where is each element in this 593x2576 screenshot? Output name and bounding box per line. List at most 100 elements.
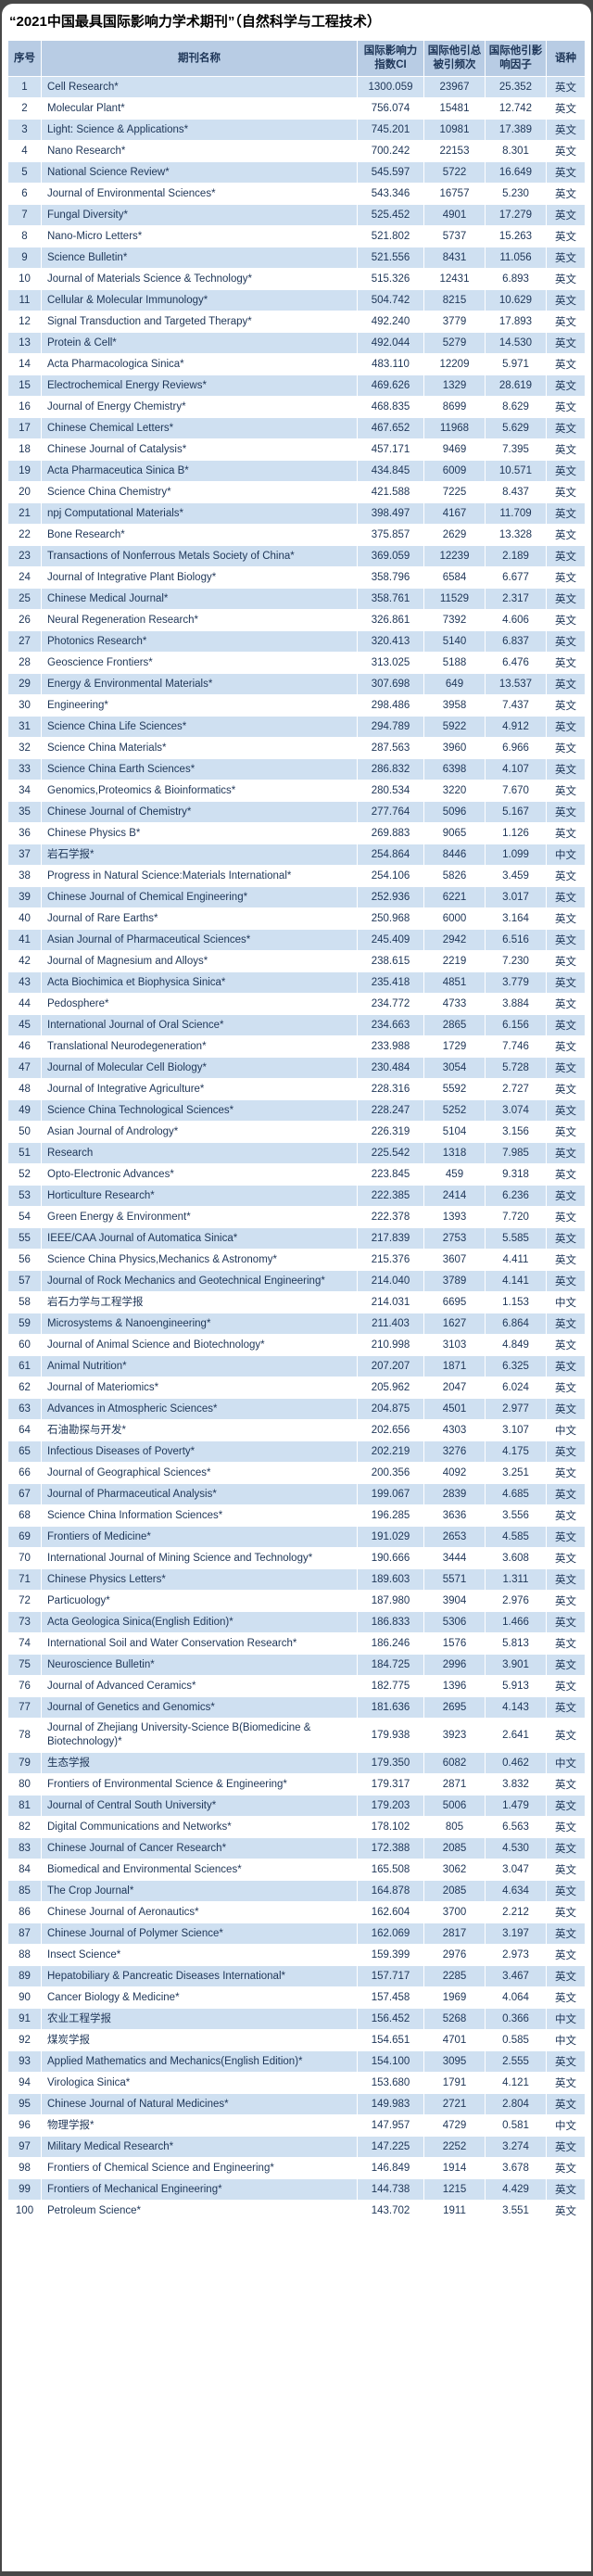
- table-row: 95 Chinese Journal of Natural Medicines* 1…: [7, 2093, 586, 2115]
- journal-cites-value: 3444: [423, 1547, 486, 1570]
- table-row: 36 Chinese Physics B* 269.883 9065 1.126 英文: [7, 822, 586, 845]
- journal-cites-value: 459: [423, 1163, 486, 1186]
- journal-language: 英文: [546, 630, 586, 654]
- journal-ci-value: 189.603: [357, 1568, 424, 1592]
- journal-language: 英文: [546, 1986, 586, 2009]
- journal-impact-value: 0.366: [485, 2008, 547, 2030]
- table-row: 19 Acta Pharmaceutica Sinica B* 434.845 600…: [7, 460, 586, 483]
- journal-language: 英文: [546, 289, 586, 312]
- journal-ci-value: 215.376: [357, 1249, 424, 1272]
- journal-language: 英文: [546, 2136, 586, 2158]
- row-index: 4: [7, 140, 42, 163]
- journal-impact-value: 17.389: [485, 119, 547, 142]
- journal-cites-value: 5006: [423, 1795, 486, 1817]
- journal-ci-value: 525.452: [357, 204, 424, 227]
- journal-ci-value: 269.883: [357, 822, 424, 845]
- journal-cites-value: 1393: [423, 1206, 486, 1229]
- journal-impact-value: 2.189: [485, 545, 547, 568]
- journal-ci-value: 178.102: [357, 1816, 424, 1838]
- row-index: 9: [7, 247, 42, 270]
- journal-language: 英文: [546, 1837, 586, 1859]
- journal-name: 农业工程学报: [41, 2008, 358, 2030]
- row-index: 33: [7, 758, 42, 781]
- journal-name: Light: Science & Applications*: [41, 119, 358, 142]
- journal-impact-value: 7.437: [485, 694, 547, 717]
- journal-language: 英文: [546, 993, 586, 1016]
- journal-impact-value: 25.352: [485, 76, 547, 99]
- journal-cites-value: 2996: [423, 1654, 486, 1677]
- journal-ci-value: 398.497: [357, 502, 424, 526]
- journal-ci-value: 504.742: [357, 289, 424, 312]
- journal-ci-value: 162.069: [357, 1922, 424, 1945]
- table-row: 84 Biomedical and Environmental Sciences*…: [7, 1859, 586, 1881]
- journal-cites-value: 5279: [423, 332, 486, 355]
- journal-ci-value: 179.350: [357, 1752, 424, 1774]
- row-index: 30: [7, 694, 42, 717]
- journal-name: Bone Research*: [41, 524, 358, 547]
- journal-impact-value: 3.251: [485, 1462, 547, 1485]
- journal-cites-value: 3958: [423, 694, 486, 717]
- journal-ci-value: 146.849: [357, 2157, 424, 2179]
- journal-ci-value: 217.839: [357, 1227, 424, 1250]
- journal-impact-value: 13.328: [485, 524, 547, 547]
- journal-ci-value: 235.418: [357, 971, 424, 995]
- journal-name: Acta Pharmaceutica Sinica B*: [41, 460, 358, 483]
- journal-cites-value: 2414: [423, 1185, 486, 1208]
- table-row: 55 IEEE/CAA Journal of Automatica Sinica*…: [7, 1227, 586, 1250]
- table-row: 40 Journal of Rare Earths* 250.968 6000 3.16…: [7, 907, 586, 931]
- row-index: 28: [7, 652, 42, 675]
- row-index: 90: [7, 1986, 42, 2009]
- journal-ci-value: 543.346: [357, 183, 424, 206]
- journal-name: Microsystems & Nanoengineering*: [41, 1313, 358, 1336]
- journal-language: 英文: [546, 1121, 586, 1144]
- journal-cites-value: 5188: [423, 652, 486, 675]
- journal-name: National Science Review*: [41, 161, 358, 184]
- journal-impact-value: 11.056: [485, 247, 547, 270]
- journal-name: Science Bulletin*: [41, 247, 358, 270]
- journal-language: 英文: [546, 1483, 586, 1506]
- table-row: 28 Geoscience Frontiers* 313.025 5188 6.476 英…: [7, 652, 586, 675]
- table-row: 82 Digital Communications and Networks* 17…: [7, 1816, 586, 1838]
- journal-impact-value: 4.143: [485, 1696, 547, 1719]
- journal-cites-value: 5826: [423, 865, 486, 888]
- journal-ci-value: 147.225: [357, 2136, 424, 2158]
- journal-name: Research: [41, 1142, 358, 1165]
- journal-language: 英文: [546, 588, 586, 611]
- row-index: 68: [7, 1504, 42, 1528]
- row-index: 81: [7, 1795, 42, 1817]
- row-index: 94: [7, 2072, 42, 2094]
- table-row: 42 Journal of Magnesium and Alloys* 238.61…: [7, 950, 586, 973]
- journal-name: Transactions of Nonferrous Metals Societ…: [41, 545, 358, 568]
- journal-ci-value: 457.171: [357, 438, 424, 462]
- journal-impact-value: 6.864: [485, 1313, 547, 1336]
- journal-name: International Soil and Water Conservatio…: [41, 1632, 358, 1656]
- journal-name: The Crop Journal*: [41, 1880, 358, 1902]
- journal-impact-value: 7.230: [485, 950, 547, 973]
- journal-name: Frontiers of Medicine*: [41, 1526, 358, 1549]
- journal-impact-value: 6.516: [485, 929, 547, 952]
- table-row: 86 Chinese Journal of Aeronautics* 162.604…: [7, 1901, 586, 1923]
- journal-language: 英文: [546, 652, 586, 675]
- row-index: 15: [7, 374, 42, 398]
- journal-ci-value: 492.240: [357, 311, 424, 334]
- table-row: 85 The Crop Journal* 164.878 2085 4.634 英文: [7, 1880, 586, 1902]
- journal-name: 物理学报*: [41, 2114, 358, 2137]
- table-body: 1 Cell Research* 1300.059 23967 25.352 英文 2 Mol…: [7, 76, 586, 2222]
- journal-ci-value: 245.409: [357, 929, 424, 952]
- row-index: 27: [7, 630, 42, 654]
- journal-ci-value: 222.385: [357, 1185, 424, 1208]
- journal-language: 英文: [546, 758, 586, 781]
- journal-name: Animal Nutrition*: [41, 1355, 358, 1378]
- journal-cites-value: 2047: [423, 1377, 486, 1400]
- row-index: 82: [7, 1816, 42, 1838]
- row-index: 48: [7, 1078, 42, 1101]
- journal-impact-value: 3.884: [485, 993, 547, 1016]
- journal-language: 英文: [546, 1377, 586, 1400]
- journal-name: Acta Geologica Sinica(English Edition)*: [41, 1611, 358, 1634]
- row-index: 74: [7, 1632, 42, 1656]
- table-row: 48 Journal of Integrative Agriculture* 228…: [7, 1078, 586, 1101]
- row-index: 73: [7, 1611, 42, 1634]
- row-index: 6: [7, 183, 42, 206]
- journal-ci-value: 157.458: [357, 1986, 424, 2009]
- journal-cites-value: 5268: [423, 2008, 486, 2030]
